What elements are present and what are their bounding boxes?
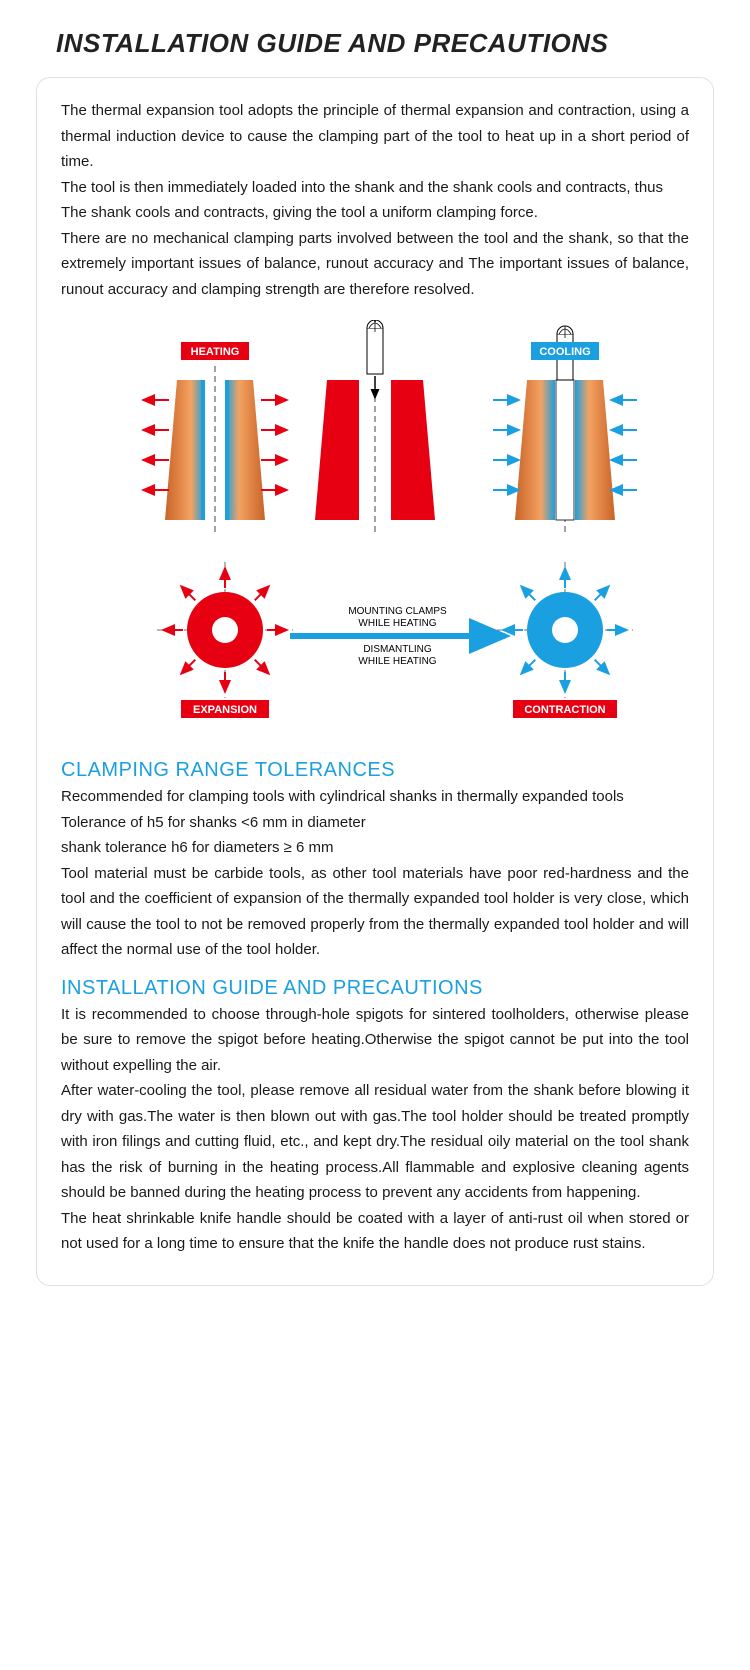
page-title: INSTALLATION GUIDE AND PRECAUTIONS (56, 28, 714, 59)
section-clamping-heading: CLAMPING RANGE TOLERANCES (61, 759, 689, 782)
intro-p1: The thermal expansion tool adopts the pr… (61, 98, 689, 175)
svg-text:WHILE HEATING: WHILE HEATING (358, 656, 436, 667)
section-install-p2: After water-cooling the tool, please rem… (61, 1078, 689, 1206)
svg-text:HEATING: HEATING (191, 346, 240, 358)
section-clamping-p2: Tolerance of h5 for shanks <6 mm in diam… (61, 810, 689, 836)
intro-text: The thermal expansion tool adopts the pr… (61, 98, 689, 302)
svg-text:COOLING: COOLING (539, 346, 590, 358)
svg-text:WHILE HEATING: WHILE HEATING (358, 618, 436, 629)
svg-text:MOUNTING CLAMPS: MOUNTING CLAMPS (348, 606, 447, 617)
svg-text:DISMANTLING: DISMANTLING (363, 644, 432, 655)
section-clamping-p1: Recommended for clamping tools with cyli… (61, 784, 689, 810)
thermal-diagram: HEATING COOLING EXPANSION CONTRACTION MOUNTI… (75, 320, 675, 745)
svg-text:CONTRACTION: CONTRACTION (524, 704, 605, 716)
section-clamping: CLAMPING RANGE TOLERANCES Recommended fo… (61, 759, 689, 963)
section-clamping-p3: shank tolerance h6 for diameters ≥ 6 mm (61, 835, 689, 861)
page: INSTALLATION GUIDE AND PRECAUTIONS The t… (0, 0, 750, 1322)
section-install-p1: It is recommended to choose through-hole… (61, 1002, 689, 1079)
thermal-diagram-svg: HEATING COOLING EXPANSION CONTRACTION MOUNTI… (75, 320, 675, 740)
content-card: The thermal expansion tool adopts the pr… (36, 77, 714, 1286)
section-install-heading: INSTALLATION GUIDE AND PRECAUTIONS (61, 977, 689, 1000)
section-install: INSTALLATION GUIDE AND PRECAUTIONS It is… (61, 977, 689, 1257)
section-clamping-p4: Tool material must be carbide tools, as … (61, 861, 689, 963)
section-install-p3: The heat shrinkable knife handle should … (61, 1206, 689, 1257)
svg-text:EXPANSION: EXPANSION (193, 704, 257, 716)
intro-p3: The shank cools and contracts, giving th… (61, 200, 689, 226)
intro-p4: There are no mechanical clamping parts i… (61, 226, 689, 303)
intro-p2: The tool is then immediately loaded into… (61, 175, 689, 201)
